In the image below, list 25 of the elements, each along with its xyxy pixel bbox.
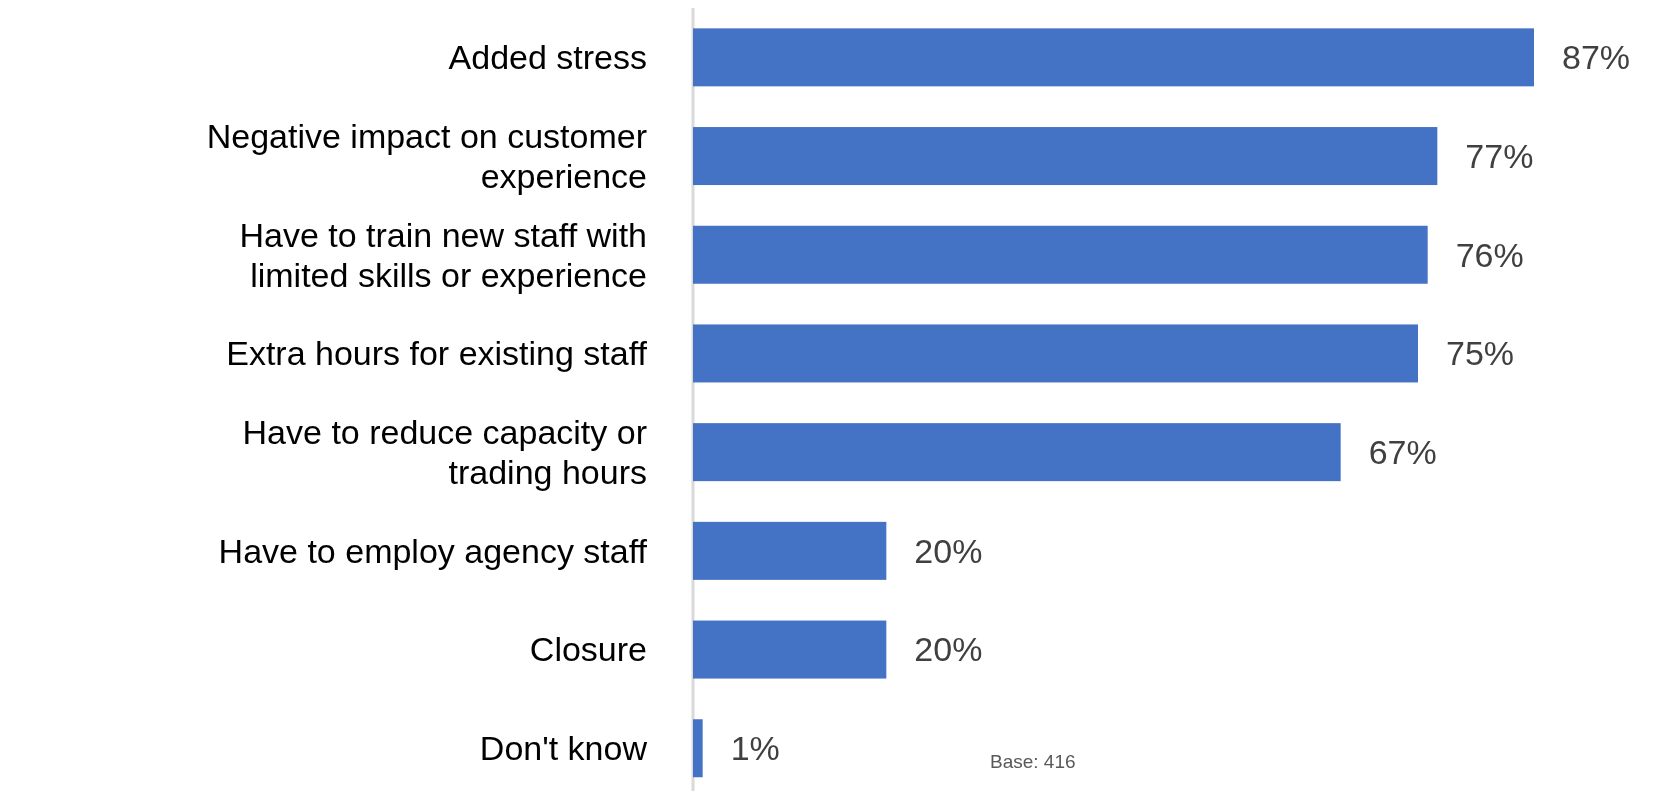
y-tick-label: Don't know	[479, 729, 648, 768]
y-tick-label: Have to reduce capacity or trading hours	[242, 413, 647, 492]
bar	[693, 423, 1341, 482]
bar	[693, 521, 887, 580]
annotation: Base: 416	[990, 751, 1076, 772]
data-label: 20%	[914, 531, 983, 570]
bar	[693, 620, 887, 679]
data-label: 76%	[1455, 235, 1524, 274]
data-label: 87%	[1562, 38, 1631, 77]
y-tick-label: Have to train new staff with limited skills or experience	[239, 215, 647, 294]
y-tick-label: Negative impact on customer experience	[206, 116, 647, 195]
y-tick-label: Closure	[529, 630, 647, 669]
data-label: 77%	[1465, 136, 1534, 175]
bar	[693, 28, 1534, 87]
data-label: 20%	[914, 630, 983, 669]
bar	[693, 719, 703, 778]
y-tick-label: Have to employ agency staff	[218, 531, 648, 570]
y-tick-label: Extra hours for existing staff	[226, 334, 648, 373]
data-label: 1%	[730, 729, 780, 768]
bar	[693, 127, 1438, 186]
bar	[693, 225, 1428, 284]
bar	[693, 324, 1418, 383]
data-label: 75%	[1446, 334, 1515, 373]
data-label: 67%	[1368, 433, 1437, 472]
y-tick-label: Added stress	[448, 38, 647, 77]
